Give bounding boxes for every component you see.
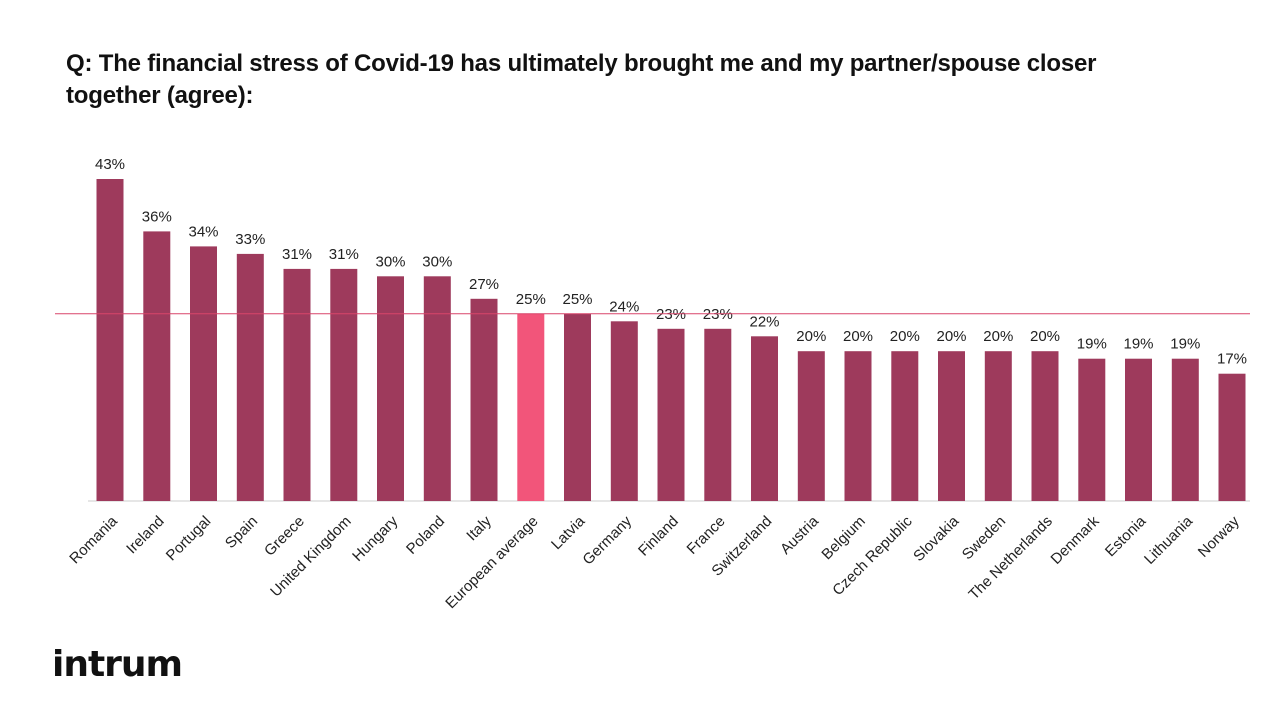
data-label: 17% bbox=[1217, 351, 1247, 368]
bar-germany bbox=[610, 321, 638, 501]
data-label: 24% bbox=[609, 298, 639, 315]
tick-label: Slovakia bbox=[910, 512, 963, 565]
bar-european-average bbox=[517, 313, 545, 501]
data-label: 25% bbox=[516, 291, 546, 308]
bar-united-kingdom bbox=[330, 268, 358, 501]
data-label: 19% bbox=[1170, 336, 1200, 353]
data-label: 30% bbox=[422, 253, 452, 270]
bar-lithuania bbox=[1171, 358, 1199, 501]
tick-label: Germany bbox=[579, 512, 635, 568]
bar-austria bbox=[797, 351, 825, 501]
bar-finland bbox=[657, 328, 685, 501]
bar-switzerland bbox=[751, 336, 778, 501]
data-label: 30% bbox=[375, 253, 405, 270]
tick-label: Norway bbox=[1195, 512, 1243, 560]
data-label: 19% bbox=[1123, 336, 1153, 353]
data-label: 20% bbox=[983, 328, 1013, 345]
bar-ireland bbox=[143, 231, 171, 501]
data-label: 22% bbox=[749, 313, 779, 330]
data-label: 20% bbox=[936, 328, 966, 345]
tick-label: Finland bbox=[635, 513, 682, 560]
bar-france bbox=[704, 328, 732, 501]
bar-romania bbox=[96, 179, 124, 501]
tick-label: Latvia bbox=[548, 512, 589, 553]
tick-label: Romania bbox=[66, 512, 121, 567]
tick-label: Ireland bbox=[123, 513, 167, 557]
tick-label: Austria bbox=[777, 512, 822, 557]
data-label: 27% bbox=[469, 276, 499, 293]
data-label: 25% bbox=[562, 291, 592, 308]
bar-greece bbox=[283, 268, 311, 501]
bar-latvia bbox=[564, 313, 591, 501]
data-label: 20% bbox=[796, 328, 826, 345]
data-label: 20% bbox=[890, 328, 920, 345]
bar-czech-republic bbox=[891, 351, 919, 501]
tick-label: Denmark bbox=[1048, 512, 1103, 567]
data-label: 19% bbox=[1077, 336, 1107, 353]
data-label: 43% bbox=[95, 156, 125, 173]
bar-spain bbox=[236, 253, 264, 501]
tick-label: European average bbox=[442, 513, 541, 612]
bar-estonia bbox=[1125, 358, 1152, 501]
bar-the-netherlands bbox=[1031, 351, 1059, 501]
bar-slovakia bbox=[938, 351, 965, 501]
bar-italy bbox=[470, 298, 498, 501]
bar-poland bbox=[423, 276, 451, 501]
tick-label: Lithuania bbox=[1141, 512, 1197, 568]
data-label: 34% bbox=[188, 223, 218, 240]
data-label: 20% bbox=[843, 328, 873, 345]
intrum-logo: intrum bbox=[52, 644, 183, 685]
bar-sweden bbox=[984, 351, 1012, 501]
tick-label: Spain bbox=[222, 513, 261, 552]
data-label: 31% bbox=[282, 246, 312, 263]
tick-label: France bbox=[684, 513, 729, 558]
tick-label: Czech Republic bbox=[829, 512, 916, 599]
tick-label: The Netherlands bbox=[965, 513, 1055, 603]
tick-label: Poland bbox=[403, 513, 448, 558]
data-label: 36% bbox=[142, 208, 172, 225]
bar-hungary bbox=[377, 276, 404, 501]
chart-title: Q: The financial stress of Covid-19 has … bbox=[66, 50, 1097, 109]
tick-label: Greece bbox=[261, 513, 308, 560]
data-label: 20% bbox=[1030, 328, 1060, 345]
tick-label: Portugal bbox=[163, 513, 215, 565]
data-label: 33% bbox=[235, 231, 265, 248]
data-label: 31% bbox=[329, 246, 359, 263]
bar-belgium bbox=[844, 351, 872, 501]
bar-denmark bbox=[1078, 358, 1106, 501]
bar-norway bbox=[1218, 373, 1246, 501]
tick-label: Italy bbox=[463, 512, 495, 544]
tick-label: United Kingdom bbox=[267, 513, 354, 600]
tick-label: Hungary bbox=[349, 512, 401, 564]
bar-portugal bbox=[190, 246, 217, 501]
